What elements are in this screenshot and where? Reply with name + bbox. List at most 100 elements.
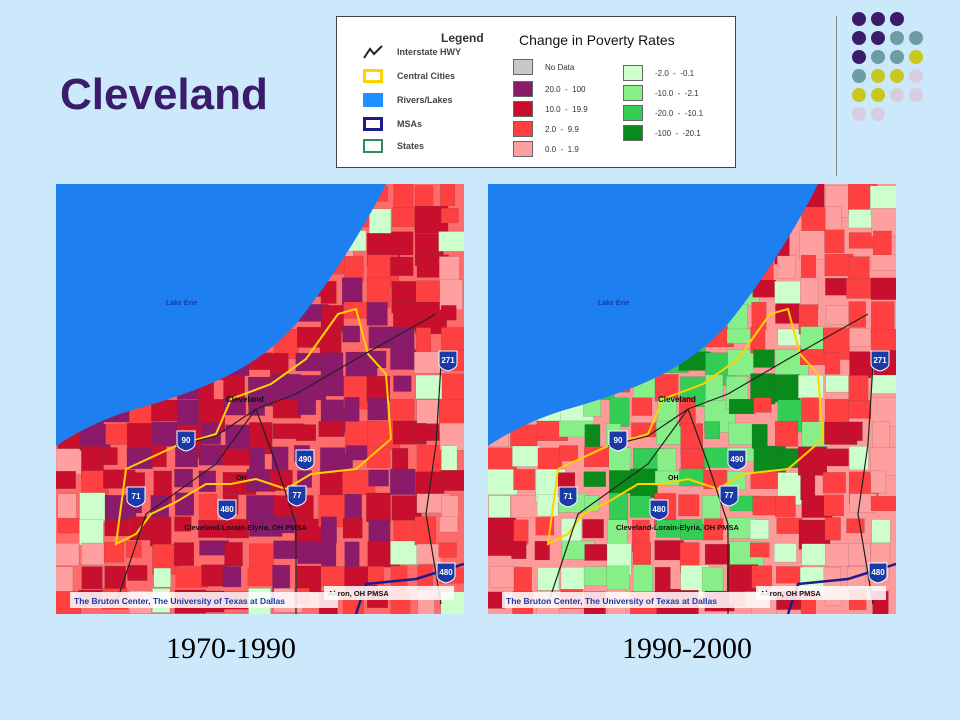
legend-increase-1: 20.0 - 100: [513, 81, 585, 97]
highway-shield-90: 90: [608, 430, 628, 452]
shield-shape: [217, 499, 237, 521]
census-tract: [151, 399, 182, 422]
census-tract: [79, 519, 104, 546]
census-tract: [680, 448, 706, 472]
census-tract: [366, 302, 388, 326]
highway-shield-490: 490: [727, 449, 747, 471]
census-tract: [846, 421, 863, 441]
census-tract: [536, 494, 559, 517]
census-tract: [175, 492, 195, 516]
census-tract: [441, 305, 457, 321]
legend-layer-states: States: [363, 139, 424, 153]
census-tract: [415, 327, 432, 355]
pmsa-label: Cleveland-Lorain-Elyria, OH PMSA: [184, 523, 308, 532]
map-1970-1990: 271 90 490 71 77 480 480 Lake Erie Cleveland OH Cl…: [56, 184, 464, 614]
highway-shield-271: 271: [870, 350, 890, 372]
census-tract: [488, 495, 511, 518]
census-tract: [823, 494, 844, 517]
highway-shield-label: 480: [652, 505, 666, 514]
census-tract: [871, 519, 891, 544]
census-tract: [513, 469, 535, 490]
census-tract: [629, 495, 651, 518]
census-tract: [871, 301, 895, 333]
highway-shield-label: 71: [564, 492, 573, 501]
legend-increase-4: 0.0 - 1.9: [513, 141, 579, 157]
census-tract: [438, 231, 464, 252]
census-tract: [870, 542, 891, 564]
decorative-dot: [852, 69, 866, 83]
census-tract: [390, 349, 417, 370]
decorative-dot: [871, 50, 885, 64]
page-title: Cleveland: [60, 70, 268, 119]
decorative-dot: [909, 88, 923, 102]
map-period-label-2: 1990-2000: [622, 632, 752, 665]
highway-shield-71: 71: [558, 486, 578, 508]
legend-decrease-3: -100 - -20.1: [623, 125, 701, 141]
census-tract: [825, 206, 842, 233]
census-tract: [369, 208, 392, 238]
akron-label: Akron, OH PMSA: [328, 589, 389, 598]
city-label: Cleveland: [658, 395, 696, 404]
highway-shield-271: 271: [438, 350, 458, 372]
legend-layer-msas: MSAs: [363, 117, 422, 131]
msas-swatch: [363, 117, 383, 131]
highway-shield-480: 480: [436, 562, 456, 584]
credit-label: The Bruton Center, The University of Tex…: [74, 596, 285, 606]
census-tract: [367, 398, 388, 421]
census-tract: [56, 543, 80, 566]
census-tract: [583, 471, 606, 487]
decorative-dot: [871, 88, 885, 102]
state-label: OH: [236, 475, 247, 482]
census-tract: [823, 566, 841, 587]
census-tract: [272, 399, 301, 419]
legend-layer-highway: Interstate HWY: [363, 45, 461, 59]
census-tract: [173, 542, 194, 566]
shield-shape: [870, 350, 890, 372]
census-tract: [272, 516, 295, 534]
census-tract: [153, 567, 171, 588]
census-tract: [320, 281, 337, 304]
decorative-dot: [890, 50, 904, 64]
states-swatch: [363, 139, 383, 153]
census-tract: [798, 446, 828, 476]
legend-decrease-1: -10.0 - -2.1: [623, 85, 699, 101]
census-tract: [56, 471, 76, 489]
census-tract: [870, 470, 887, 494]
shield-shape: [287, 485, 307, 507]
census-tract: [393, 375, 412, 392]
highway-shield-490: 490: [295, 449, 315, 471]
census-tract: [81, 566, 103, 590]
census-tract: [609, 493, 628, 523]
census-tract: [151, 444, 167, 468]
census-tract: [749, 519, 770, 540]
interstate-line: [857, 363, 874, 605]
map-period-label-1: 1970-1990: [166, 632, 296, 665]
census-tract: [678, 494, 700, 517]
akron-label-bg: [324, 586, 454, 600]
highway-shield-480: 480: [649, 499, 669, 521]
census-tract: [513, 519, 529, 545]
shield-shape: [295, 449, 315, 471]
lake-erie: [488, 184, 818, 446]
census-tract: [440, 184, 456, 206]
highway-shield-label: 271: [441, 356, 455, 365]
credit-label: The Bruton Center, The University of Tex…: [506, 596, 717, 606]
census-tract: [150, 516, 172, 547]
census-tract: [848, 543, 871, 566]
census-tract: [825, 543, 850, 567]
census-tract: [511, 541, 527, 559]
highway-shield-label: 77: [725, 491, 734, 500]
census-tract: [366, 492, 391, 522]
census-tract: [320, 305, 344, 333]
census-tract: [174, 516, 192, 532]
highway-shield-label: 71: [132, 492, 141, 501]
census-tract: [440, 208, 459, 224]
census-tract: [753, 397, 772, 413]
highway-shield-label: 90: [182, 436, 191, 445]
census-tract: [703, 518, 724, 541]
legend-title: Legend: [441, 31, 484, 45]
shield-shape: [176, 430, 196, 452]
census-tract: [777, 255, 796, 279]
decorative-dot: [909, 31, 923, 45]
lake-label: Lake Erie: [598, 300, 629, 307]
